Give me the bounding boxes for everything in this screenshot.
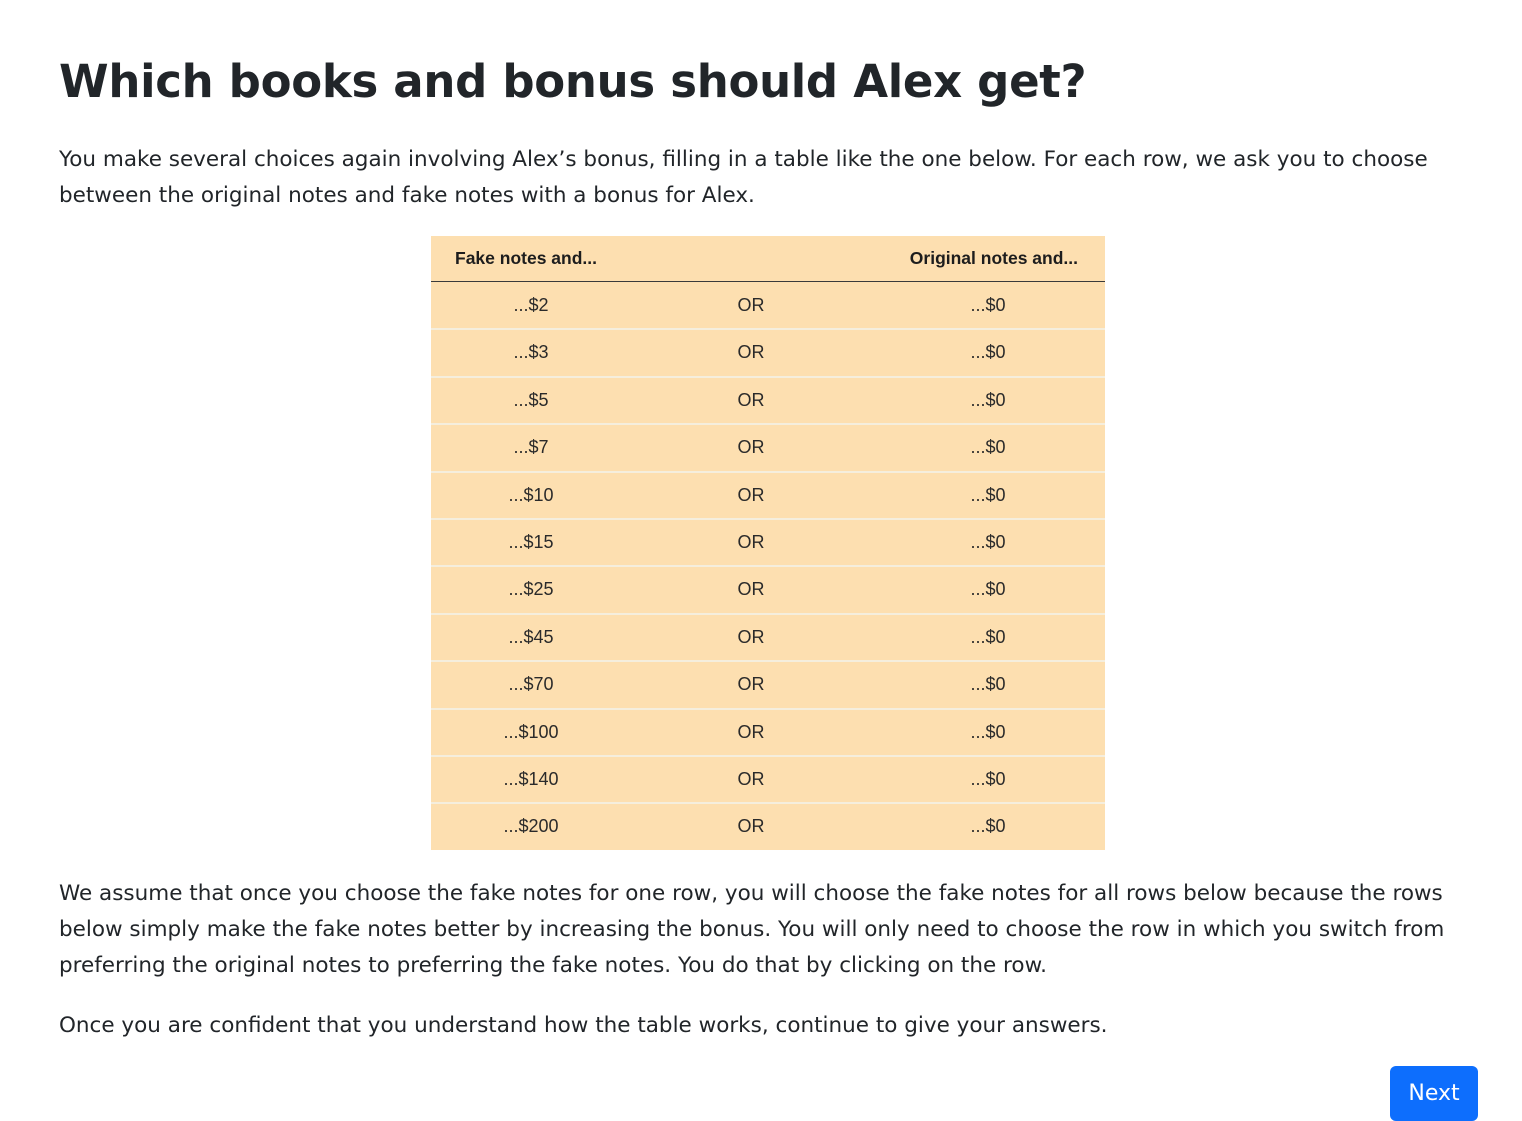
cell-fake-bonus: ...$45 xyxy=(508,626,554,647)
cell-original-bonus: ...$0 xyxy=(970,342,1006,363)
example-choice-table: Fake notes and... Original notes and... … xyxy=(431,236,1105,850)
cell-original-bonus: ...$0 xyxy=(970,626,1006,647)
cell-original-bonus: ...$0 xyxy=(970,674,1006,695)
cell-original-bonus: ...$0 xyxy=(970,768,1006,789)
table-row: ...$15 OR ...$0 xyxy=(431,517,1105,565)
cell-fake-bonus: ...$2 xyxy=(513,295,549,315)
header-fake-notes: Fake notes and... xyxy=(455,248,597,268)
cell-fake-bonus: ...$10 xyxy=(508,484,554,505)
cell-or: OR xyxy=(737,295,765,315)
cell-or: OR xyxy=(737,579,765,600)
cell-original-bonus: ...$0 xyxy=(970,816,1006,837)
cell-fake-bonus: ...$200 xyxy=(503,816,559,837)
cell-fake-bonus: ...$140 xyxy=(503,768,559,789)
cell-or: OR xyxy=(737,531,765,552)
cell-original-bonus: ...$0 xyxy=(970,295,1006,315)
cell-fake-bonus: ...$25 xyxy=(508,579,554,600)
table-row: ...$25 OR ...$0 xyxy=(431,565,1105,612)
header-original-notes: Original notes and... xyxy=(909,248,1078,268)
intro-paragraph: You make several choices again involving… xyxy=(59,147,1428,208)
table-row: ...$100 OR ...$0 xyxy=(431,707,1105,755)
cell-or: OR xyxy=(737,721,765,742)
table-header: Fake notes and... Original notes and... xyxy=(431,236,1105,282)
cell-or: OR xyxy=(737,484,765,505)
table-row: ...$45 OR ...$0 xyxy=(431,612,1105,660)
table-row: ...$200 OR ...$0 xyxy=(431,802,1105,849)
cell-original-bonus: ...$0 xyxy=(970,389,1006,410)
cell-or: OR xyxy=(737,342,765,363)
cell-fake-bonus: ...$70 xyxy=(508,674,554,695)
cell-or: OR xyxy=(737,437,765,458)
cell-or: OR xyxy=(737,768,765,789)
cell-fake-bonus: ...$5 xyxy=(513,389,549,410)
table-row: ...$3 OR ...$0 xyxy=(431,328,1105,375)
confidence-paragraph: Once you are confident that you understa… xyxy=(59,1013,1108,1038)
cell-or: OR xyxy=(737,816,765,837)
cell-fake-bonus: ...$3 xyxy=(513,342,549,363)
cell-fake-bonus: ...$15 xyxy=(508,531,554,552)
cell-original-bonus: ...$0 xyxy=(970,437,1006,458)
table-row: ...$2 OR ...$0 xyxy=(431,283,1105,328)
next-button[interactable]: Next xyxy=(1390,1066,1478,1121)
table-row: ...$7 OR ...$0 xyxy=(431,423,1105,470)
table-row: ...$140 OR ...$0 xyxy=(431,754,1105,802)
page-title: Which books and bonus should Alex get? xyxy=(59,55,1087,108)
table-body: ...$2 OR ...$0 ...$3 OR ...$0 ...$5 OR ...$0 ...$… xyxy=(431,283,1105,850)
cell-fake-bonus: ...$100 xyxy=(503,721,559,742)
cell-or: OR xyxy=(737,389,765,410)
cell-original-bonus: ...$0 xyxy=(970,579,1006,600)
cell-or: OR xyxy=(737,674,765,695)
cell-original-bonus: ...$0 xyxy=(970,484,1006,505)
cell-fake-bonus: ...$7 xyxy=(513,437,549,458)
explanation-paragraph: We assume that once you choose the fake … xyxy=(59,881,1445,978)
cell-or: OR xyxy=(737,626,765,647)
table-row: ...$70 OR ...$0 xyxy=(431,660,1105,707)
cell-original-bonus: ...$0 xyxy=(970,531,1006,552)
cell-original-bonus: ...$0 xyxy=(970,721,1006,742)
table-row: ...$10 OR ...$0 xyxy=(431,470,1105,518)
table-row: ...$5 OR ...$0 xyxy=(431,375,1105,423)
